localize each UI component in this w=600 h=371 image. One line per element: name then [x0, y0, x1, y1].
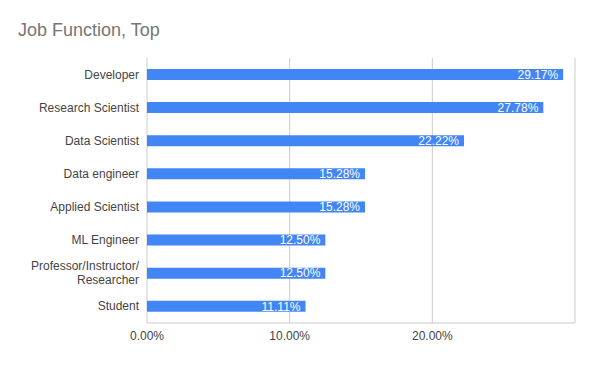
svg-text:Developer: Developer [84, 68, 139, 82]
svg-text:10.00%: 10.00% [269, 329, 310, 343]
html-text:Job Function, Top: Job Function, Top [18, 20, 160, 40]
svg-text:Research Scientist: Research Scientist [39, 101, 140, 115]
svg-text:12.50%: 12.50% [280, 266, 321, 280]
svg-text:Applied Scientist: Applied Scientist [50, 200, 139, 214]
svg-text:22.22%: 22.22% [418, 134, 459, 148]
svg-text:11.11%: 11.11% [262, 300, 301, 314]
svg-text:20.00%: 20.00% [412, 329, 453, 343]
svg-text:12.50%: 12.50% [280, 233, 321, 247]
svg-text:15.28%: 15.28% [319, 200, 360, 214]
svg-text:15.28%: 15.28% [319, 167, 360, 181]
svg-text:Student: Student [98, 299, 140, 313]
svg-text:29.17%: 29.17% [517, 68, 558, 82]
svg-text:ML Engineer: ML Engineer [71, 233, 139, 247]
svg-text:Data Scientist: Data Scientist [65, 134, 140, 148]
svg-text:Professor/Instructor/Researche: Professor/Instructor/Researcher [31, 259, 140, 287]
svg-text:Data engineer: Data engineer [64, 167, 139, 181]
svg-text:27.78%: 27.78% [498, 101, 539, 115]
svg-text:0.00%: 0.00% [130, 329, 164, 343]
